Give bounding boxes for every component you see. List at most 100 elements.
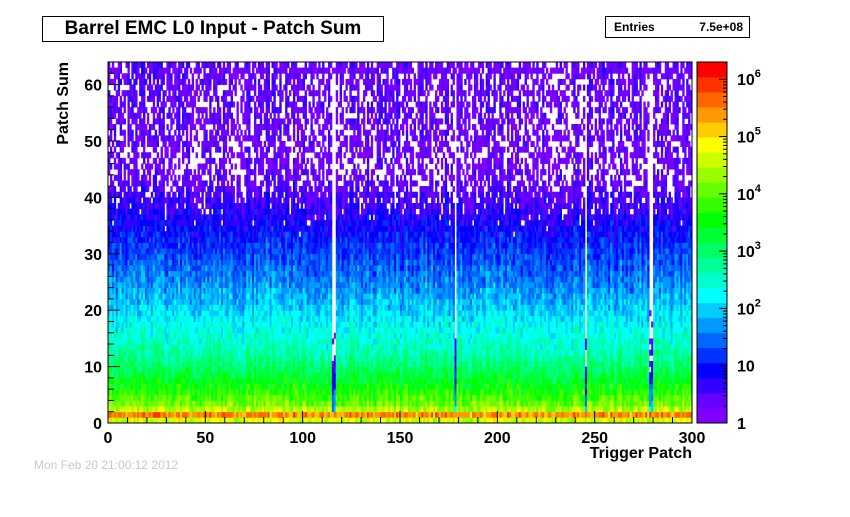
heatmap-cell [267, 293, 270, 300]
heatmap-cell [115, 95, 119, 102]
heatmap-cell [156, 344, 160, 351]
heatmap-cell [183, 310, 187, 317]
heatmap-cell [211, 366, 214, 373]
heatmap-cell [119, 287, 123, 294]
heatmap-cell [248, 163, 251, 170]
heatmap-cell [111, 332, 115, 339]
heatmap-cell [183, 304, 187, 311]
heatmap-cell [133, 191, 136, 198]
heatmap-cell [197, 95, 200, 102]
heatmap-cell [187, 157, 191, 164]
heatmap-cell [108, 315, 111, 322]
heatmap-cell [259, 203, 263, 210]
heatmap-cell [123, 253, 126, 260]
heatmap-cell [193, 208, 196, 215]
heatmap-cell [137, 310, 140, 317]
heatmap-cell [215, 344, 218, 351]
heatmap-cell [217, 383, 220, 390]
heatmap-cell [201, 107, 204, 114]
heatmap-cell [197, 67, 200, 74]
heatmap-cell [275, 169, 278, 176]
heatmap-cell [191, 411, 195, 418]
heatmap-cell [234, 394, 237, 401]
heatmap-cell [158, 281, 161, 289]
heatmap-cell [230, 225, 233, 232]
heatmap-cell [263, 259, 267, 266]
heatmap-cell [244, 338, 247, 345]
heatmap-cell [141, 140, 144, 148]
heatmap-cell [267, 95, 270, 102]
heatmap-cell [121, 327, 124, 334]
heatmap-cell [129, 400, 132, 407]
heatmap-cell [273, 360, 276, 367]
heatmap-cell [168, 270, 171, 277]
heatmap-cell [228, 107, 232, 114]
heatmap-cell [137, 298, 140, 305]
heatmap-cell [205, 281, 208, 289]
heatmap-cell [234, 327, 237, 334]
heatmap-cell [125, 73, 128, 80]
heatmap-cell [279, 219, 282, 226]
heatmap-cell [222, 417, 226, 424]
heatmap-cell [121, 355, 124, 362]
heatmap-cell [109, 281, 113, 289]
heatmap-cell [236, 174, 239, 181]
heatmap-cell [275, 84, 278, 91]
heatmap-cell [170, 163, 173, 170]
heatmap-cell [178, 197, 181, 204]
heatmap-cell [226, 231, 230, 238]
heatmap-cell [166, 174, 169, 181]
heatmap-cell [129, 389, 132, 396]
heatmap-cell [131, 389, 134, 396]
heatmap-cell [193, 383, 196, 390]
heatmap-cell [178, 332, 181, 339]
heatmap-cell [146, 208, 150, 215]
heatmap-cell [213, 276, 216, 283]
heatmap-cell [205, 62, 208, 69]
heatmap-cell [209, 315, 212, 322]
heatmap-cell [131, 62, 134, 69]
heatmap-cell [232, 203, 235, 210]
heatmap-cell [277, 360, 280, 367]
heatmap-cell [135, 174, 138, 181]
heatmap-cell [158, 84, 161, 91]
heatmap-cell [187, 208, 191, 215]
heatmap-cell [259, 394, 263, 401]
heatmap-cell [242, 304, 245, 311]
heatmap-cell [238, 321, 241, 328]
heatmap-cell [230, 236, 233, 243]
heatmap-cell [141, 219, 144, 226]
heatmap-cell [144, 270, 148, 277]
heatmap-cell [254, 157, 257, 164]
heatmap-cell [195, 406, 198, 413]
heatmap-cell [150, 219, 154, 226]
heatmap-cell [195, 304, 198, 311]
heatmap-cell [263, 366, 267, 373]
heatmap-cell [228, 78, 232, 85]
heatmap-cell [252, 140, 255, 148]
heatmap-cell [174, 360, 177, 367]
heatmap-cell [174, 293, 177, 300]
heatmap-cell [154, 62, 158, 69]
heatmap-cell [236, 242, 239, 249]
heatmap-cell [162, 186, 165, 193]
heatmap-cell [279, 315, 282, 322]
heatmap-cell [217, 360, 220, 367]
heatmap-cell [205, 338, 208, 345]
heatmap-cell [236, 411, 239, 418]
heatmap-cell [201, 383, 204, 390]
heatmap-cell [160, 383, 163, 390]
heatmap-cell [139, 293, 142, 300]
heatmap-cell [148, 360, 152, 367]
heatmap-cell [152, 411, 156, 418]
heatmap-cell [265, 327, 269, 334]
heatmap-cell [143, 281, 146, 289]
heatmap-cell [283, 406, 286, 413]
heatmap-cell [152, 78, 156, 85]
heatmap-cell [240, 281, 243, 289]
heatmap-cell [257, 90, 261, 97]
heatmap-cell [125, 310, 128, 317]
heatmap-cell [207, 417, 210, 424]
heatmap-cell [195, 383, 198, 390]
heatmap-cell [160, 236, 163, 243]
